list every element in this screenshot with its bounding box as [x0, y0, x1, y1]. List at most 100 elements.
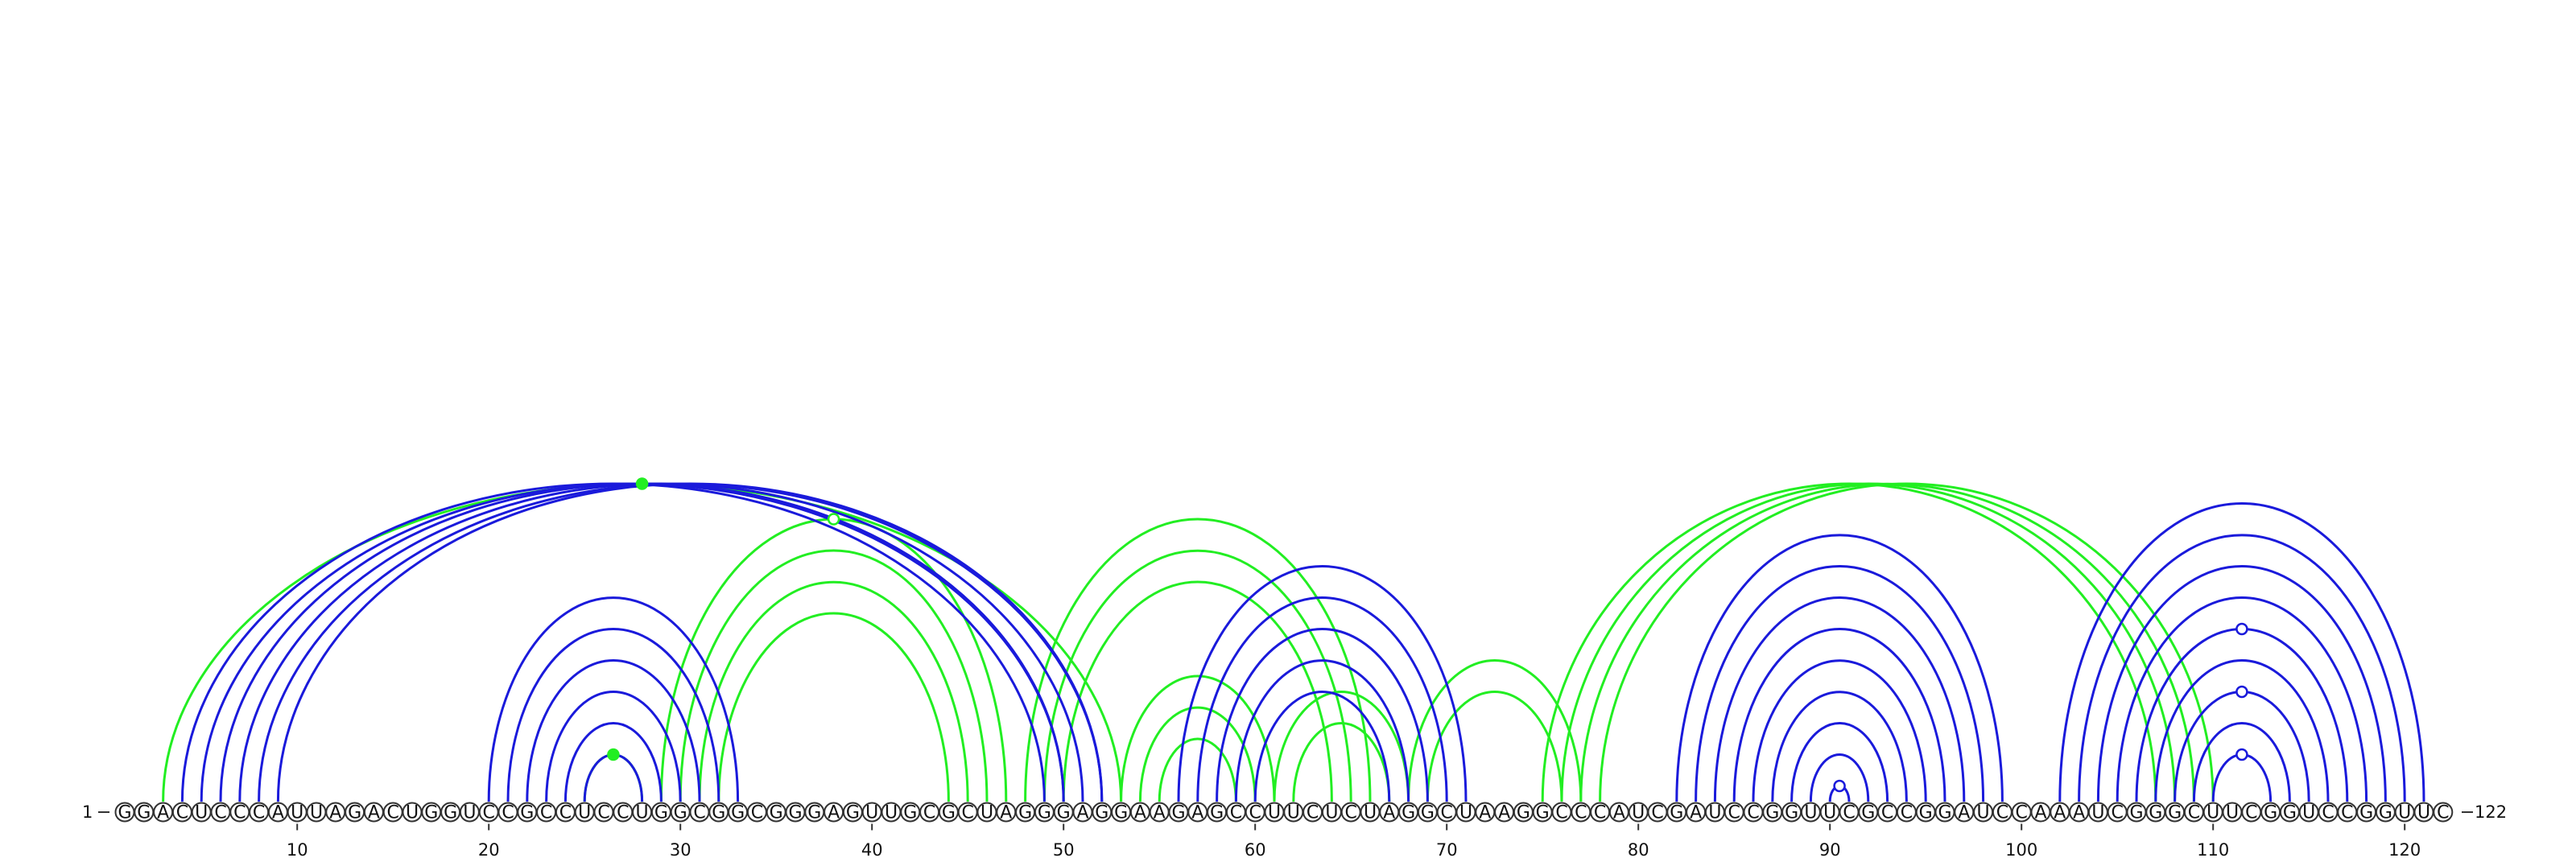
nucleotide-letter: C	[483, 803, 495, 823]
blue-pair-arc-5-50	[200, 482, 1065, 802]
nucleotide-80: U	[1628, 802, 1649, 823]
blue-pair-arc-85-96	[1732, 628, 1946, 802]
blue-pair-arc-89-92	[1809, 753, 1870, 802]
green-pair-arc-69-76	[1426, 691, 1563, 802]
nucleotide-letter: C	[923, 803, 935, 823]
nucleotide-53: G	[1111, 802, 1132, 823]
nucleotide-25: U	[574, 802, 595, 823]
nucleotide-106: G	[2126, 802, 2147, 823]
blue-pair-arc-24-29	[564, 722, 663, 802]
nucleotide-letter: U	[636, 803, 649, 823]
green-pair-arc-31-45	[698, 580, 969, 802]
nucleotide-letter: G	[1057, 803, 1071, 823]
nucleotide-letter: C	[176, 803, 188, 823]
nucleotide-95: G	[1915, 802, 1936, 823]
nucleotide-6: C	[210, 802, 231, 823]
nucleotide-49: G	[1034, 802, 1055, 823]
nucleotide-letter: G	[444, 803, 457, 823]
nucleotide-letter: C	[2322, 803, 2334, 823]
tick-label-60: 60	[1245, 840, 1266, 858]
nucleotide-letter: G	[731, 803, 745, 823]
nucleotide-34: C	[746, 802, 767, 823]
nucleotide-24: C	[555, 802, 576, 823]
end-label: 122	[2475, 802, 2507, 822]
nucleotide-52: G	[1092, 802, 1113, 823]
nucleotide-letter: C	[2016, 803, 2028, 823]
nucleotide-letter: C	[693, 803, 705, 823]
nucleotide-92: G	[1858, 802, 1879, 823]
green-pair-arc-78-110	[1599, 482, 2215, 802]
green-pair-arc-62-67	[1292, 722, 1391, 802]
nucleotide-letter: C	[2112, 803, 2124, 823]
nucleotide-letter: G	[2168, 803, 2182, 823]
nucleotide-letter: G	[2129, 803, 2143, 823]
nucleotide-37: G	[804, 802, 825, 823]
nucleotide-letter: G	[1785, 803, 1798, 823]
nucleotide-35: G	[766, 802, 786, 823]
nucleotide-letter: G	[424, 803, 438, 823]
nucleotide-letter: C	[1996, 803, 2008, 823]
nucleotide-letter: G	[1114, 803, 1128, 823]
nucleotide-89: U	[1800, 802, 1821, 823]
nucleotide-21: C	[497, 802, 518, 823]
nucleotide-117: C	[2337, 802, 2358, 823]
nucleotide-letter: G	[1919, 803, 1933, 823]
nucleotide-5: U	[191, 802, 212, 823]
nucleotide-66: U	[1360, 802, 1381, 823]
nucleotide-letter: A	[1134, 803, 1146, 823]
nucleotide-15: C	[382, 802, 403, 823]
nucleotide-letter: C	[540, 803, 552, 823]
nucleotide-letter: G	[1171, 803, 1185, 823]
nucleotide-letter: C	[751, 803, 763, 823]
nucleotide-78: C	[1590, 802, 1611, 823]
nucleotide-8: C	[249, 802, 270, 823]
nucleotide-98: U	[1973, 802, 1994, 823]
nucleotide-118: G	[2356, 802, 2377, 823]
nucleotide-letter: A	[1690, 803, 1702, 823]
nucleotide-letter: C	[2437, 803, 2449, 823]
nucleotide-letter: C	[1594, 803, 1606, 823]
nucleotide-letter: U	[1804, 803, 1817, 823]
blue-pair-arc-58-69	[1216, 628, 1429, 802]
marker-layer	[607, 477, 2248, 793]
nucleotide-120: U	[2394, 802, 2415, 823]
nucleotide-45: C	[957, 802, 978, 823]
nucleotide-letter: C	[1307, 803, 1319, 823]
nucleotide-letter: G	[1402, 803, 1415, 823]
nucleotide-letter: C	[502, 803, 514, 823]
green-pair-arc-30-46	[679, 549, 989, 802]
nucleotide-letter: U	[406, 803, 419, 823]
nucleotide-39: G	[842, 802, 863, 823]
nucleotide-letter: G	[903, 803, 917, 823]
nucleotide-112: C	[2241, 802, 2262, 823]
nucleotide-letter: A	[1958, 803, 1970, 823]
green-pair-arc-55-59	[1158, 737, 1237, 802]
nucleotide-letter: A	[2073, 803, 2085, 823]
nucleotide-30: G	[670, 802, 691, 823]
nucleotide-99: C	[1992, 802, 2013, 823]
nucleotide-36: G	[785, 802, 806, 823]
nucleotide-letter: G	[118, 803, 131, 823]
nucleotide-100: C	[2011, 802, 2032, 823]
nucleotide-letter: C	[1901, 803, 1913, 823]
blue-pair-arc-110-113	[2211, 753, 2273, 802]
nucleotide-91: C	[1839, 802, 1860, 823]
nucleotide-letter: U	[1287, 803, 1300, 823]
nucleotide-63: C	[1302, 802, 1323, 823]
nucleotide-letter: G	[1038, 803, 1051, 823]
nucleotide-23: C	[536, 802, 557, 823]
nucleotide-57: A	[1187, 802, 1208, 823]
nucleotide-letter: C	[1881, 803, 1893, 823]
nucleotide-letter: C	[1575, 803, 1587, 823]
nucleotide-113: G	[2260, 802, 2281, 823]
nucleotide-65: C	[1340, 802, 1361, 823]
nucleotide-letter: A	[368, 803, 380, 823]
nucleotide-letter: A	[1479, 803, 1491, 823]
nucleotide-letter: G	[674, 803, 687, 823]
nucleotide-letter: U	[885, 803, 898, 823]
nucleotide-119: G	[2375, 802, 2396, 823]
nucleotide-33: G	[728, 802, 749, 823]
blue-pair-arc-9-52	[276, 482, 1104, 802]
blue-pair-arc-22-31	[526, 659, 701, 802]
